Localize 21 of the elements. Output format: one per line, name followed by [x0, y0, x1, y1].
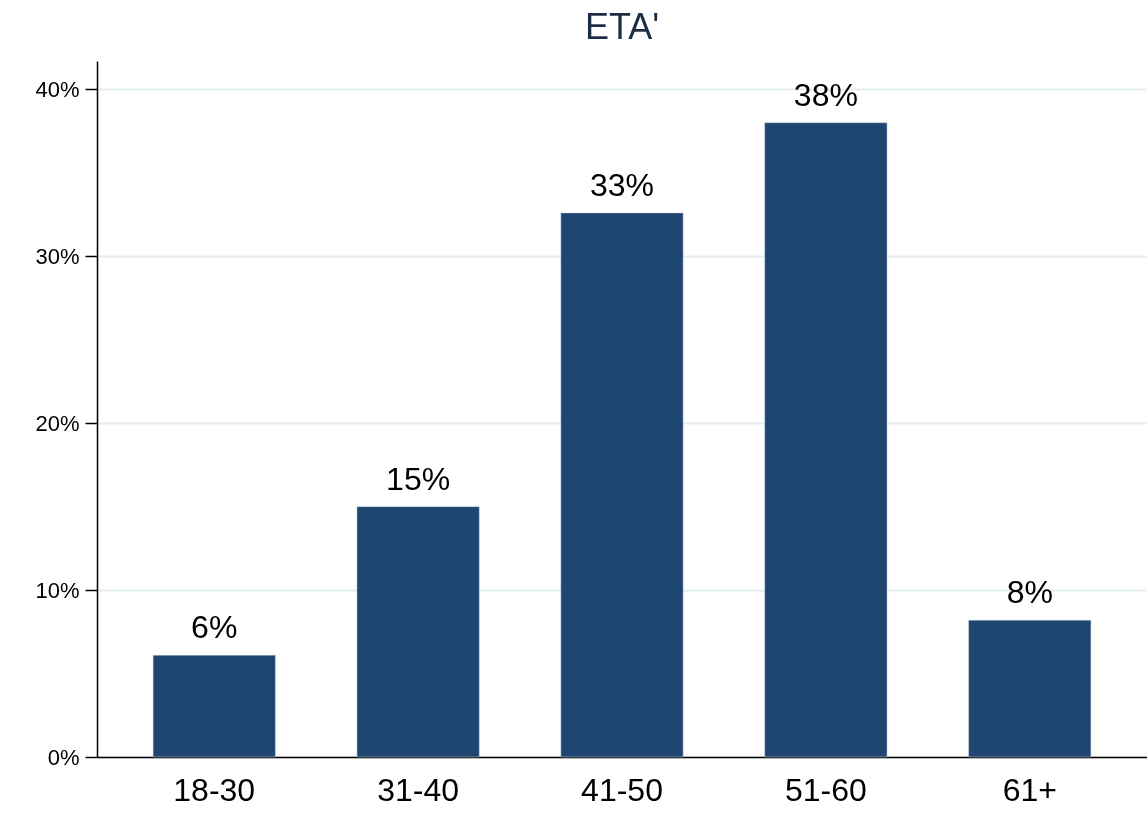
- bar: [560, 212, 684, 758]
- y-tick-label: 0%: [47, 744, 80, 770]
- bar: [152, 654, 276, 758]
- bar: [968, 619, 1092, 758]
- x-tick-label: 18-30: [173, 771, 256, 808]
- bar: [356, 506, 480, 758]
- x-tick-label: 61+: [1002, 771, 1057, 808]
- y-tick-label: 10%: [35, 577, 80, 603]
- x-tick-label: 51-60: [784, 771, 867, 808]
- y-tick-label: 20%: [35, 410, 80, 436]
- data-label: 33%: [589, 166, 655, 203]
- y-tick-label: 40%: [35, 76, 80, 102]
- y-tick-label: 30%: [35, 243, 80, 269]
- data-label: 15%: [386, 460, 451, 497]
- data-label: 8%: [1006, 574, 1053, 611]
- x-tick-label: 31-40: [377, 771, 460, 808]
- data-label: 6%: [191, 609, 238, 646]
- bar: [764, 122, 888, 758]
- x-tick-label: 41-50: [581, 771, 663, 808]
- chart-title: ETA': [584, 6, 660, 47]
- data-label: 38%: [793, 76, 858, 113]
